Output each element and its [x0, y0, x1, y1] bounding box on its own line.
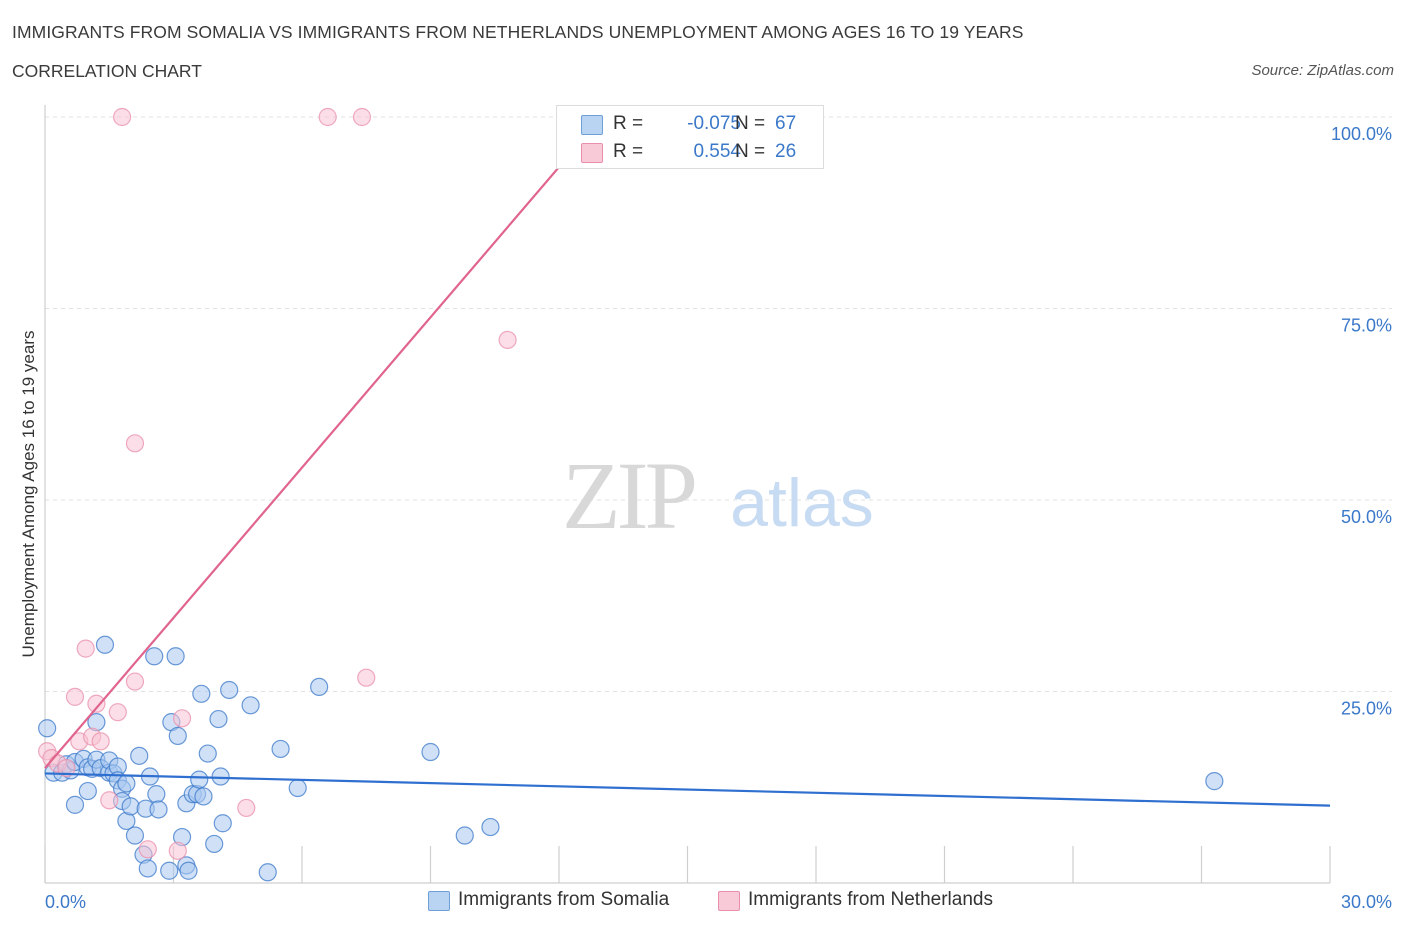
y-tick-label: 75.0%	[1341, 316, 1392, 336]
somalia-point	[1205, 772, 1224, 791]
somalia-point	[138, 859, 157, 878]
somalia-point	[288, 778, 307, 798]
netherlands-point	[100, 791, 119, 810]
somalia-point	[421, 742, 440, 762]
bottom-legend-label-somalia: Immigrants from Somalia	[458, 889, 670, 910]
somalia-point	[65, 795, 85, 814]
somalia-point	[166, 647, 185, 666]
somalia-point	[149, 800, 168, 819]
netherlands-point	[57, 758, 76, 778]
netherlands-point	[125, 672, 145, 691]
somalia-point	[179, 861, 198, 880]
somalia-point	[38, 719, 57, 738]
watermark-zip: ZIP	[562, 442, 695, 549]
somalia-point	[271, 739, 290, 759]
legend-swatch-somalia	[581, 115, 603, 135]
netherlands-point	[112, 107, 132, 127]
netherlands-point	[237, 798, 256, 818]
netherlands-point	[172, 709, 192, 728]
grid-layer	[45, 116, 1392, 692]
legend-r-label: R =	[613, 141, 644, 162]
netherlands-trend-line	[44, 116, 603, 769]
somalia-point	[95, 635, 115, 654]
somalia-point	[78, 781, 97, 801]
y-tick-label: 100.0%	[1331, 124, 1392, 144]
correlation-legend: R = -0.075 N = 67 R = 0.554 N = 26	[556, 105, 824, 169]
legend-n-label: N =	[735, 141, 766, 162]
netherlands-point	[108, 703, 127, 722]
watermark: ZIP atlas	[562, 442, 874, 549]
trend-layer	[44, 116, 1331, 807]
legend-r-value: 0.554	[693, 141, 741, 162]
netherlands-point	[91, 732, 110, 751]
chart-subtitle: CORRELATION CHART	[12, 61, 202, 81]
y-tick-label: 50.0%	[1341, 507, 1392, 527]
y-tick-label: 25.0%	[1341, 699, 1392, 719]
source-label: Source: ZipAtlas.com	[1251, 62, 1394, 79]
legend-r-value: -0.075	[687, 113, 741, 134]
somalia-point	[213, 814, 232, 833]
x-tick-label: 30.0%	[1341, 892, 1392, 912]
x-tick-label: 0.0%	[45, 892, 86, 912]
netherlands-point	[168, 841, 187, 860]
somalia-point	[145, 647, 164, 666]
netherlands-point	[76, 639, 95, 658]
bottom-legend-label-netherlands: Immigrants from Netherlands	[748, 889, 993, 910]
chart-title: IMMIGRANTS FROM SOMALIA VS IMMIGRANTS FR…	[12, 22, 1024, 42]
tick-labels-layer: 25.0% 50.0% 75.0% 100.0% 0.0% 30.0%	[45, 124, 1392, 912]
somalia-point	[125, 826, 145, 845]
legend-r-label: R =	[613, 113, 644, 134]
somalia-point	[310, 677, 329, 697]
somalia-trend-line	[44, 772, 1331, 807]
somalia-point	[117, 774, 136, 793]
somalia-point	[147, 785, 166, 804]
legend-n-label: N =	[735, 113, 766, 134]
netherlands-point	[352, 107, 372, 127]
somalia-point	[190, 770, 209, 789]
legend-swatch-netherlands	[581, 143, 603, 163]
somalia-point	[258, 863, 277, 882]
somalia-point	[168, 726, 187, 746]
somalia-point	[160, 861, 179, 880]
somalia-point	[241, 696, 260, 715]
somalia-point	[455, 826, 474, 845]
netherlands-point	[125, 434, 145, 453]
bottom-legend-swatch-somalia	[428, 891, 450, 911]
legend-n-value: 67	[775, 113, 797, 134]
netherlands-point	[65, 687, 85, 706]
somalia-point	[481, 817, 500, 837]
y-axis-label: Unemployment Among Ages 16 to 19 years	[19, 331, 38, 658]
legend-n-value: 26	[775, 141, 797, 162]
somalia-point	[209, 709, 228, 729]
somalia-point	[192, 684, 211, 703]
somalia-point	[220, 680, 239, 700]
bottom-legend-swatch-netherlands	[718, 891, 740, 911]
somalia-point	[198, 744, 217, 763]
netherlands-point	[357, 668, 376, 687]
somalia-point	[121, 797, 140, 816]
netherlands-point	[498, 330, 517, 350]
somalia-point	[211, 767, 230, 786]
netherlands-point	[138, 840, 157, 859]
watermark-atlas: atlas	[730, 465, 874, 541]
somalia-point	[130, 746, 149, 765]
netherlands-point	[318, 107, 337, 127]
netherlands-point	[87, 694, 106, 713]
somalia-point	[205, 834, 224, 854]
somalia-point	[194, 787, 213, 806]
